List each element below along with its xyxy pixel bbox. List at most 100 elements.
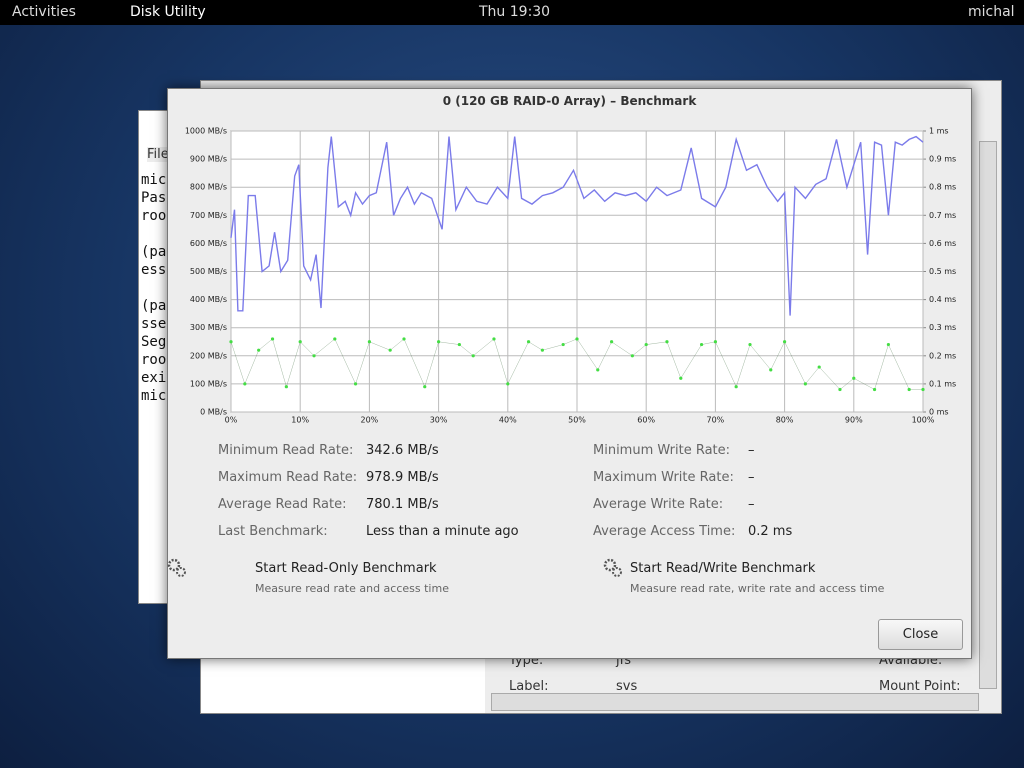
stat-label: Average Access Time: bbox=[593, 524, 736, 539]
stat-label: Average Read Rate: bbox=[218, 497, 347, 512]
access-point bbox=[610, 340, 614, 344]
terminal-line: sse bbox=[141, 316, 167, 332]
x-tick-label: 80% bbox=[776, 416, 794, 425]
access-point bbox=[921, 387, 925, 392]
x-tick-label: 90% bbox=[845, 416, 863, 425]
access-point bbox=[817, 365, 821, 369]
clock[interactable]: Thu 19:30 bbox=[479, 4, 551, 20]
y2-tick-label: 0 ms bbox=[929, 408, 949, 417]
access-point bbox=[803, 382, 807, 386]
x-tick-label: 70% bbox=[707, 416, 725, 425]
access-point bbox=[748, 342, 752, 347]
x-tick-label: 20% bbox=[361, 416, 379, 425]
access-point bbox=[471, 354, 475, 358]
terminal-text: mic Pas roo (pa ess (pa sse Seg roo exi mic bbox=[141, 171, 166, 405]
top-bar: Activities Disk Utility Thu 19:30 michal bbox=[0, 0, 1024, 25]
access-point bbox=[367, 340, 371, 344]
y-tick-label: 0 MB/s bbox=[200, 408, 227, 417]
benchmark-dialog: 0 (120 GB RAID-0 Array) – Benchmark 0 MB… bbox=[167, 88, 972, 659]
read-rate-line bbox=[230, 135, 924, 316]
y2-tick-label: 0.5 ms bbox=[929, 267, 956, 276]
icon bbox=[603, 558, 622, 577]
access-point bbox=[402, 337, 406, 341]
y-tick-label: 100 MB/s bbox=[190, 379, 227, 388]
access-point bbox=[665, 340, 669, 344]
access-point bbox=[596, 368, 600, 372]
y2-tick-label: 0.9 ms bbox=[929, 155, 956, 164]
access-point bbox=[783, 340, 787, 344]
stat-value: – bbox=[748, 470, 755, 485]
v-scrollbar[interactable] bbox=[979, 141, 997, 689]
field-value: svs bbox=[616, 679, 638, 694]
menu-item[interactable]: File bbox=[147, 147, 169, 162]
access-point bbox=[872, 387, 877, 392]
terminal-line: mic bbox=[141, 388, 167, 404]
y-tick-label: 600 MB/s bbox=[190, 239, 227, 248]
stat-value: – bbox=[748, 497, 755, 512]
access-point bbox=[229, 340, 233, 344]
seek-trace bbox=[230, 338, 923, 390]
chart: 0 MB/s 100 MB/s 200 MB/s 300 MB/s 400 MB/s 50… bbox=[185, 127, 956, 425]
stat-label: Maximum Read Rate: bbox=[218, 470, 358, 485]
access-point bbox=[423, 385, 427, 389]
field-label: Mount Point: bbox=[879, 679, 961, 694]
user-menu[interactable]: michal bbox=[968, 4, 1015, 20]
access-point bbox=[270, 337, 275, 341]
access-point bbox=[644, 342, 648, 347]
list-pane bbox=[201, 656, 485, 713]
access-point bbox=[540, 348, 544, 352]
access-point bbox=[457, 342, 461, 347]
access-point bbox=[575, 337, 579, 341]
access-point bbox=[561, 342, 565, 347]
access-point bbox=[679, 376, 683, 380]
button-title[interactable]: Start Read/Write Benchmark bbox=[630, 561, 816, 576]
y2-tick-label: 0.8 ms bbox=[929, 183, 956, 192]
button-subtitle[interactable]: Measure read rate and access time bbox=[255, 582, 449, 595]
stat-value: 342.6 MB/s bbox=[366, 443, 439, 458]
access-point bbox=[526, 340, 531, 344]
terminal-line: exi bbox=[141, 370, 167, 386]
access-point bbox=[907, 387, 911, 392]
access-point bbox=[333, 337, 337, 341]
access-point bbox=[312, 354, 316, 358]
h-scrollbar[interactable] bbox=[491, 693, 979, 711]
y-tick-label: 700 MB/s bbox=[190, 211, 227, 220]
access-point bbox=[437, 340, 441, 344]
x-tick-label: 0% bbox=[225, 416, 238, 425]
y-tick-label: 200 MB/s bbox=[190, 351, 227, 360]
close-button[interactable]: Close bbox=[878, 619, 963, 650]
access-point bbox=[284, 385, 288, 389]
y2-tick-label: 0.3 ms bbox=[929, 323, 956, 332]
terminal-line: ess bbox=[141, 262, 167, 278]
stat-value: 0.2 ms bbox=[748, 524, 793, 539]
stat-value: 780.1 MB/s bbox=[366, 497, 439, 512]
x-tick-label: 100% bbox=[912, 416, 935, 425]
y2-tick-label: 0.4 ms bbox=[929, 295, 956, 304]
access-point bbox=[838, 387, 842, 392]
x-tick-label: 40% bbox=[499, 416, 517, 425]
stat-value: – bbox=[748, 443, 755, 458]
y-tick-label: 400 MB/s bbox=[190, 295, 227, 304]
y2-tick-label: 0.6 ms bbox=[929, 239, 956, 248]
stat-value: Less than a minute ago bbox=[366, 524, 519, 539]
terminal-line: (pa bbox=[141, 298, 167, 314]
app-menu[interactable]: Disk Utility bbox=[130, 4, 206, 20]
dialog-title: 0 (120 GB RAID-0 Array) – Benchmark bbox=[442, 94, 697, 108]
button-subtitle[interactable]: Measure read rate, write rate and access… bbox=[630, 582, 885, 595]
terminal-line bbox=[141, 225, 166, 243]
activities[interactable]: Activities bbox=[12, 4, 76, 20]
y-tick-label: 1000 MB/s bbox=[185, 127, 227, 136]
access-point bbox=[298, 340, 302, 344]
access-point bbox=[243, 382, 247, 386]
button-title[interactable]: Start Read-Only Benchmark bbox=[255, 561, 437, 576]
terminal-line: Seg bbox=[141, 334, 167, 350]
access-point bbox=[506, 382, 510, 386]
stat-label: Minimum Write Rate: bbox=[593, 443, 731, 458]
terminal-line bbox=[141, 279, 166, 297]
access-point bbox=[886, 342, 891, 347]
y-tick-label: 500 MB/s bbox=[190, 267, 227, 276]
stat-label: Maximum Write Rate: bbox=[593, 470, 734, 485]
y2-tick-label: 1 ms bbox=[929, 127, 949, 136]
stat-label: Minimum Read Rate: bbox=[218, 443, 354, 458]
